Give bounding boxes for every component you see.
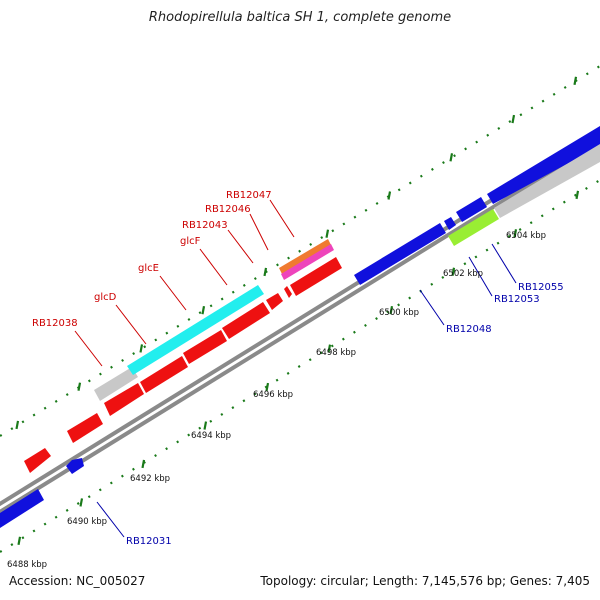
major-tick: [77, 382, 82, 391]
major-tick: [573, 76, 578, 86]
gene-feature[interactable]: [448, 209, 499, 246]
gene-feature[interactable]: [266, 293, 283, 310]
gene-feature[interactable]: [140, 356, 188, 393]
gene-label[interactable]: glcF: [180, 236, 201, 247]
major-ticks: [15, 76, 580, 546]
gene-feature[interactable]: [127, 285, 264, 375]
gene-feature[interactable]: [94, 367, 138, 401]
major-tick: [203, 421, 208, 430]
major-tick: [17, 536, 22, 546]
major-tick: [325, 229, 330, 238]
accession-label: Accession: NC_005027: [9, 574, 146, 588]
major-tick: [513, 229, 518, 238]
gene-feature[interactable]: [290, 257, 342, 296]
gene-feature[interactable]: [281, 244, 334, 280]
callout-leader-line: [96, 501, 125, 538]
genome-title: Rhodopirellula baltica SH 1, complete ge…: [148, 10, 452, 25]
gene-feature[interactable]: [67, 413, 103, 443]
scale-label: 6496 kbp: [253, 390, 293, 400]
gene-feature[interactable]: [104, 383, 144, 416]
major-tick: [451, 267, 456, 276]
callout-leader-line: [199, 248, 228, 286]
genome-summary: Topology: circular; Length: 7,145,576 bp…: [260, 574, 590, 588]
major-tick: [389, 305, 394, 315]
forward-strand-genes: [24, 239, 342, 473]
gene-feature[interactable]: [66, 458, 84, 474]
gene-feature[interactable]: [456, 197, 487, 222]
major-tick: [575, 190, 580, 200]
gene-label[interactable]: glcE: [138, 263, 159, 274]
gene-feature[interactable]: [24, 448, 51, 473]
callout-leader-line: [491, 243, 517, 284]
major-tick: [449, 153, 454, 162]
major-tick: [327, 344, 332, 353]
outer-guide-line: [0, 65, 600, 437]
inner-guide-line: [0, 179, 600, 553]
backbone-inner-line: [0, 138, 600, 515]
callout-leader-line: [249, 213, 269, 251]
callout-leader-line: [269, 199, 295, 238]
major-tick: [511, 114, 516, 124]
gene-label[interactable]: RB12043: [182, 220, 228, 231]
major-tick: [139, 344, 144, 353]
callout-leader-line: [74, 330, 103, 367]
gene-feature[interactable]: [279, 239, 331, 274]
dotted-guide-lines: [0, 65, 600, 553]
scale-label: 6504 kbp: [506, 231, 546, 241]
gene-feature[interactable]: [494, 144, 600, 218]
callout-leader-line: [115, 304, 147, 345]
gene-label[interactable]: glcD: [94, 292, 117, 303]
gene-label[interactable]: RB12038: [32, 318, 78, 329]
scale-label: 6490 kbp: [67, 517, 107, 527]
scale-label: 6494 kbp: [191, 431, 231, 441]
scale-label: 6492 kbp: [130, 474, 170, 484]
major-tick: [79, 498, 84, 507]
major-tick: [263, 267, 268, 277]
callout-leader-line: [227, 229, 254, 264]
gene-label[interactable]: RB12048: [446, 324, 492, 335]
gene-label[interactable]: RB12047: [226, 190, 272, 201]
major-tick: [201, 305, 206, 315]
major-tick: [387, 191, 392, 200]
scale-label: 6488 kbp: [7, 560, 47, 570]
gene-label[interactable]: RB12055: [518, 282, 564, 293]
gene-feature[interactable]: [222, 302, 270, 339]
scale-label: 6500 kbp: [379, 308, 419, 318]
major-tick: [141, 459, 146, 469]
gene-feature[interactable]: [354, 223, 446, 285]
gene-feature[interactable]: [0, 489, 44, 528]
reverse-strand-genes: [0, 126, 600, 528]
gene-label-callouts: RB12038 glcD glcE glcF RB12043 RB12046 RB12047…: [32, 190, 564, 547]
gene-label[interactable]: RB12031: [126, 536, 172, 547]
gene-feature[interactable]: [284, 286, 292, 298]
callout-leader-line: [159, 275, 187, 311]
gene-feature[interactable]: [487, 126, 600, 204]
gene-feature[interactable]: [444, 217, 456, 230]
gene-label[interactable]: RB12053: [494, 294, 540, 305]
scale-label: 6502 kbp: [443, 269, 483, 279]
gene-label[interactable]: RB12046: [205, 204, 251, 215]
scale-labels: 6488 kbp 6490 kbp 6492 kbp 6494 kbp 6496 kbp…: [7, 231, 546, 570]
callout-leader-line: [419, 289, 445, 326]
major-tick: [15, 420, 20, 430]
scale-label: 6498 kbp: [316, 348, 356, 358]
major-tick: [265, 382, 270, 392]
callout-leader-line: [468, 256, 493, 297]
gene-feature[interactable]: [183, 330, 227, 364]
